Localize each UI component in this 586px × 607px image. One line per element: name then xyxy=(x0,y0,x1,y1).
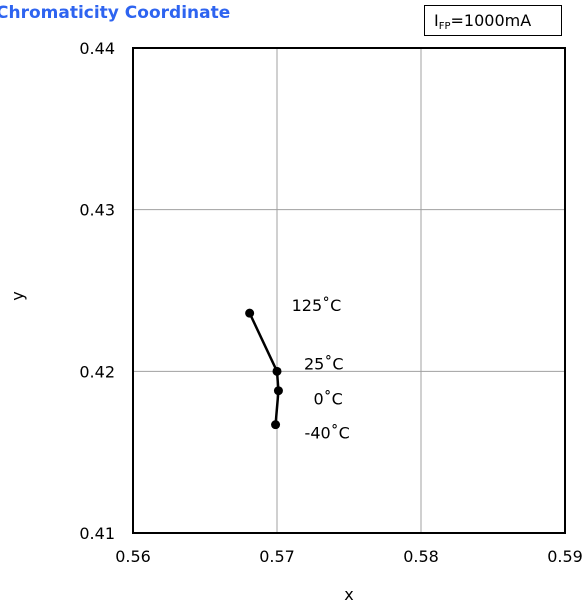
condition-value: =1000mA xyxy=(450,11,532,30)
y-tick-labels: 0.41 0.42 0.43 0.44 xyxy=(79,39,115,543)
grid-lines xyxy=(133,48,565,533)
data-point xyxy=(273,386,283,396)
y-tick-label: 0.42 xyxy=(79,362,115,381)
x-axis-label: x xyxy=(344,585,353,604)
series-layer: 125˚C 25˚C 0˚C -40˚C xyxy=(245,296,350,443)
chart-title: Chromaticity Coordinate xyxy=(0,3,231,23)
plot-frame xyxy=(132,47,566,534)
y-axis-label: y xyxy=(8,291,27,300)
condition-subscript: FP xyxy=(438,21,451,32)
data-point-label: 0˚C xyxy=(313,390,342,409)
y-tick-label: 0.41 xyxy=(79,524,115,543)
x-tick-label: 0.57 xyxy=(259,547,295,566)
condition-box: IFP=1000mA xyxy=(424,5,562,36)
data-point-label: 125˚C xyxy=(292,296,342,315)
y-tick-label: 0.43 xyxy=(79,201,115,220)
x-tick-label: 0.58 xyxy=(403,547,439,566)
condition-symbol: I xyxy=(434,11,439,30)
data-point xyxy=(245,308,255,318)
data-point-label: -40˚C xyxy=(305,424,350,443)
y-tick-label: 0.44 xyxy=(79,39,115,58)
x-tick-label: 0.56 xyxy=(115,547,151,566)
data-point xyxy=(271,420,281,430)
series-line xyxy=(248,312,280,425)
x-tick-label: 0.59 xyxy=(547,547,583,566)
x-tick-labels: 0.56 0.57 0.58 0.59 xyxy=(115,547,583,566)
data-point xyxy=(272,366,282,376)
data-point-label: 25˚C xyxy=(304,354,344,373)
